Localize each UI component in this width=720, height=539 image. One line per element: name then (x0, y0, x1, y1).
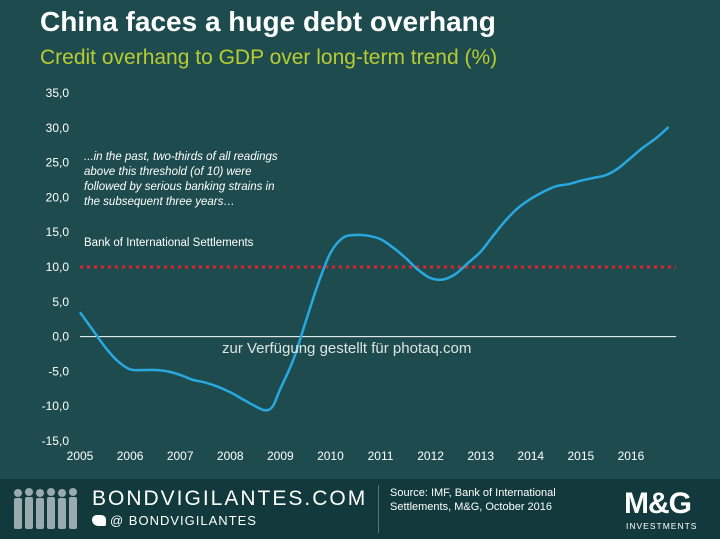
logo-main-text: M&G (624, 487, 692, 520)
x-tick-label: 2016 (618, 449, 645, 463)
chart-title: China faces a huge debt overhang (40, 6, 496, 37)
x-tick-label: 2014 (517, 449, 544, 463)
x-tick-label: 2010 (317, 449, 344, 463)
chart-subtitle: Credit overhang to GDP over long-term tr… (40, 46, 498, 69)
footer-divider (378, 485, 379, 533)
y-tick-label: 10,0 (46, 260, 70, 274)
people-silhouettes-icon (14, 488, 77, 529)
y-tick-label: 25,0 (46, 156, 70, 170)
mg-logo: M&G INVESTMENTS (620, 487, 712, 533)
series-line (78, 126, 670, 412)
line-chart: 35,0 30,0 25,0 20,0 15,0 10,0 5,0 0,0 -5,0 -10,0 -… (42, 86, 676, 463)
brand-name: BONDVIGILANTES.COM (92, 487, 368, 510)
y-tick-label: -15,0 (42, 434, 70, 448)
logo-sub-text: INVESTMENTS (626, 521, 698, 531)
twitter-icon (92, 515, 106, 526)
twitter-handle: @ BONDVIGILANTES (92, 513, 257, 528)
x-tick-label: 2011 (368, 449, 394, 463)
annotation-quote: ...in the past, two-thirds of all readin… (84, 151, 278, 208)
annotation-attribution: Bank of International Settlements (84, 237, 254, 249)
twitter-handle-text: @ BONDVIGILANTES (110, 513, 257, 528)
x-tick-label: 2005 (67, 449, 94, 463)
x-tick-label: 2012 (417, 449, 444, 463)
y-tick-label: 0,0 (52, 330, 69, 344)
y-tick-label: 30,0 (46, 121, 70, 135)
x-tick-label: 2006 (117, 449, 144, 463)
x-tick-label: 2008 (217, 449, 244, 463)
y-tick-label: -10,0 (42, 399, 70, 413)
x-tick-label: 2015 (567, 449, 594, 463)
watermark: zur Verfügung gestellt für photaq.com (222, 340, 472, 357)
footer: BONDVIGILANTES.COM @ BONDVIGILANTES Sour… (0, 479, 720, 539)
y-tick-label: -5,0 (48, 364, 69, 378)
y-tick-label: 5,0 (52, 295, 69, 309)
y-tick-label: 20,0 (46, 190, 70, 204)
y-tick-label: 15,0 (46, 225, 70, 239)
source-note: Source: IMF, Bank of International Settl… (390, 487, 556, 513)
x-tick-label: 2013 (467, 449, 494, 463)
y-tick-label: 35,0 (46, 86, 70, 100)
x-tick-label: 2007 (167, 449, 194, 463)
x-tick-label: 2009 (267, 449, 294, 463)
